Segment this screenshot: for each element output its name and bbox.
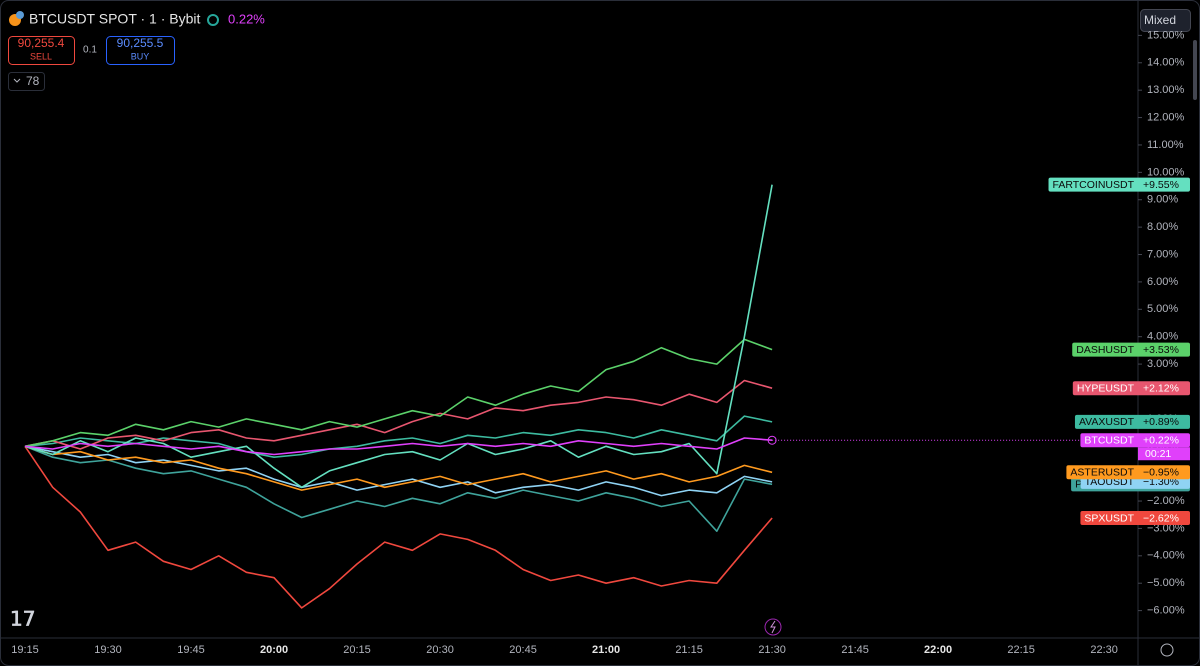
series-line: [24, 445, 773, 532]
x-tick-label: 21:00: [592, 644, 620, 656]
legend-label-bg: [1072, 381, 1190, 396]
replay-icon[interactable]: [764, 618, 782, 636]
legend-label-bg: [1072, 342, 1190, 357]
x-tick-label: 21:30: [758, 644, 786, 656]
countdown-bg: [1138, 447, 1190, 461]
status-dot: [207, 14, 219, 26]
series-line: [24, 338, 773, 448]
legend-name: BTCUSDT: [1084, 435, 1134, 447]
sell-label: SELL: [30, 51, 52, 61]
y-tick-label: 8.00%: [1147, 221, 1178, 233]
x-tick-label: 19:30: [94, 644, 122, 656]
legend-label-bg: [1048, 177, 1190, 192]
legend-value: +2.12%: [1143, 382, 1179, 394]
legend-value: +3.53%: [1143, 344, 1179, 356]
y-tick-label: 9.00%: [1147, 194, 1178, 206]
scrollbar: [1193, 40, 1197, 100]
y-tick-label: 3.00%: [1147, 358, 1178, 370]
legend-name: ASTERUSDT: [1070, 467, 1134, 479]
x-tick-label: 20:00: [260, 644, 288, 656]
x-tick-label: 22:00: [924, 644, 952, 656]
x-tick-label: 22:30: [1090, 644, 1118, 656]
y-tick-label: −3.00%: [1147, 522, 1185, 534]
x-tick-label: 19:45: [177, 644, 205, 656]
series-line: [24, 437, 773, 456]
legend-name: AVAXUSDT: [1079, 416, 1135, 428]
scale-mode-button[interactable]: [1140, 9, 1191, 32]
legend-value: +0.89%: [1143, 416, 1179, 428]
logo: 𝟣𝟩: [10, 608, 35, 630]
sell-button[interactable]: [8, 36, 75, 65]
legend-label-bg: [1080, 433, 1190, 448]
exchange-icon: [16, 11, 24, 19]
symbol-title: BTCUSDT SPOT · 1 · Bybit: [29, 11, 201, 27]
y-tick-label: 15.00%: [1147, 29, 1185, 41]
legend-name: DASHUSDT: [1076, 344, 1134, 356]
x-tick-label: 22:15: [1007, 644, 1035, 656]
legend-name: HYPEUSDT: [1077, 382, 1135, 394]
legend-value: +0.22%: [1143, 435, 1179, 447]
y-tick-label: 13.00%: [1147, 84, 1185, 96]
y-tick-label: 5.00%: [1147, 303, 1178, 315]
legend-label-bg: [1074, 414, 1190, 429]
y-tick-label: 10.00%: [1147, 166, 1185, 178]
legend-value: +9.55%: [1143, 179, 1179, 191]
series-line: [24, 184, 773, 489]
change: 0.22%: [228, 11, 265, 26]
x-tick-label: 21:15: [675, 644, 703, 656]
series-line: [24, 445, 773, 497]
buy-label: BUY: [131, 51, 150, 61]
spread: 0.1: [83, 45, 97, 56]
settings-icon[interactable]: [1160, 643, 1174, 657]
x-tick-label: 20:15: [343, 644, 371, 656]
y-tick-label: −4.00%: [1147, 550, 1185, 562]
y-tick-label: −2.00%: [1147, 495, 1185, 507]
y-tick-label: −6.00%: [1147, 605, 1185, 617]
sell-price: 90,255.4: [18, 36, 65, 50]
chevron: [13, 78, 21, 83]
buy-price: 90,255.5: [117, 36, 164, 50]
indicator-count: 78: [26, 74, 40, 88]
buy-button[interactable]: [106, 36, 175, 65]
legend-label-bg: [1080, 511, 1190, 526]
x-tick-label: 19:15: [11, 644, 39, 656]
x-tick-label: 20:30: [426, 644, 454, 656]
series-line: [24, 445, 773, 609]
y-tick-label: −5.00%: [1147, 577, 1185, 589]
bolt: [770, 620, 776, 634]
series-line: [24, 445, 773, 491]
legend-name: FARTCOINUSDT: [1053, 179, 1135, 191]
scale-mode: Mixed: [1144, 13, 1176, 27]
y-tick-label: 11.00%: [1147, 139, 1184, 151]
legend-value: −2.62%: [1143, 512, 1179, 524]
y-tick-label: 12.00%: [1147, 111, 1185, 123]
series-line: [24, 379, 773, 450]
y-tick-label: 14.00%: [1147, 57, 1185, 69]
legend-name: SPXUSDT: [1084, 512, 1134, 524]
indicators-toggle[interactable]: [8, 72, 45, 91]
lines: [24, 184, 773, 609]
y-tick-label: 7.00%: [1147, 248, 1178, 260]
last-point: [767, 435, 777, 445]
y-tick-label: 4.00%: [1147, 331, 1178, 343]
y-tick-label: 6.00%: [1147, 276, 1178, 288]
x-tick-label: 20:45: [509, 644, 537, 656]
legend-label-bg: [1066, 465, 1190, 480]
legend-value: −0.95%: [1143, 467, 1179, 479]
countdown: 00:21: [1145, 448, 1171, 460]
x-tick-label: 21:45: [841, 644, 869, 656]
